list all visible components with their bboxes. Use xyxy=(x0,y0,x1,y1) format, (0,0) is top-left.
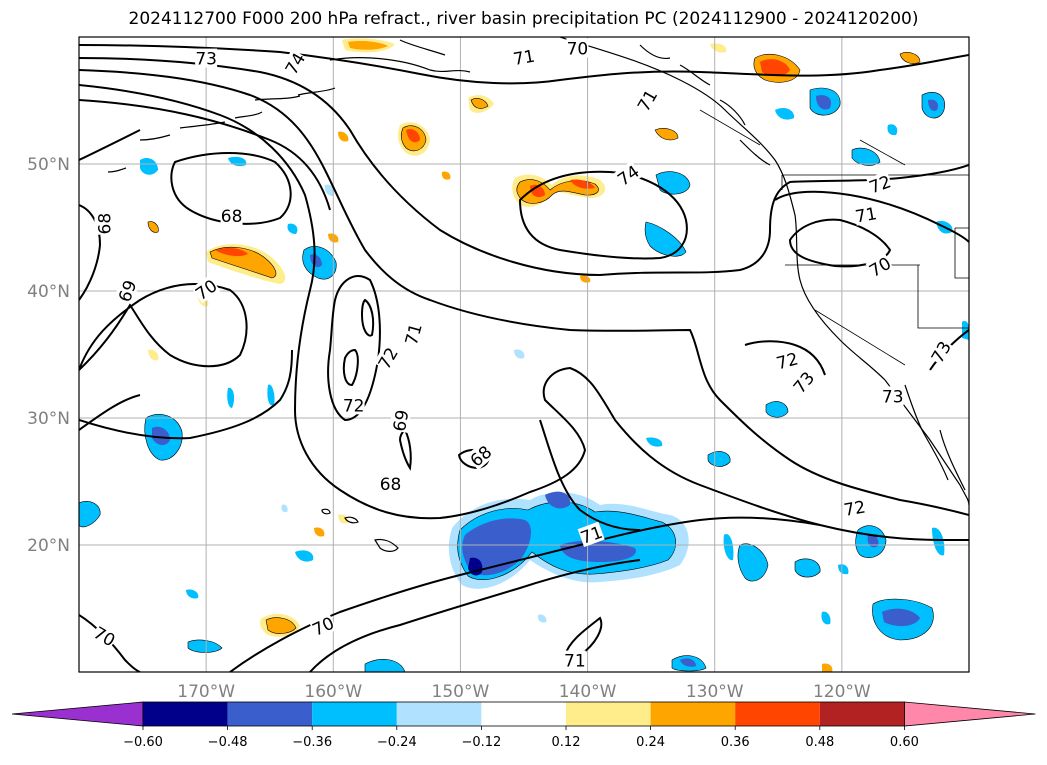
contour-label-text: 73 xyxy=(882,387,904,407)
colorbar-tick-label: 0.60 xyxy=(890,735,919,750)
colorbar-bin xyxy=(566,702,651,726)
precipitation-shading xyxy=(79,38,969,672)
contour-label: 70 xyxy=(865,252,895,282)
contour-label: 72 xyxy=(773,348,800,374)
contour-label: 71 xyxy=(563,650,586,672)
lon-tick-label: 160°W xyxy=(304,682,362,702)
contour-label-text: 70 xyxy=(192,276,221,305)
colorbar-tick-label: 0.36 xyxy=(721,735,750,750)
colorbar-bin xyxy=(819,702,905,726)
political-borders xyxy=(699,109,969,366)
colorbar-bin xyxy=(143,702,228,726)
negative-anomaly-patches xyxy=(79,87,969,672)
contour-label: 71 xyxy=(633,85,662,116)
contour-label-text: 71 xyxy=(512,47,537,70)
contour-label-text: 74 xyxy=(282,50,310,79)
contour-label-text: 73 xyxy=(790,368,819,397)
colorbar-bin xyxy=(227,702,313,726)
contour-label-text: 68 xyxy=(95,213,115,235)
colorbar-bin xyxy=(735,702,820,726)
lat-tick-label: 20°N xyxy=(27,536,70,556)
lon-tick-label: 170°W xyxy=(177,682,235,702)
coastlines xyxy=(107,37,969,552)
contour-label: 73 xyxy=(788,367,819,398)
colorbar-tick-label: 0.48 xyxy=(805,735,834,750)
contour-label: 68 xyxy=(94,212,115,235)
contour-label: 70 xyxy=(191,275,221,305)
contour-label-text: 72 xyxy=(343,396,365,416)
contour-label-text: 73 xyxy=(928,338,956,367)
contour-label-text: 71 xyxy=(634,87,662,116)
colorbar-tick-label: −0.36 xyxy=(292,735,332,750)
colorbar-bin xyxy=(481,702,566,726)
lon-tick-label: 140°W xyxy=(559,682,617,702)
colorbar: −0.60 −0.48 −0.36 −0.24 −0.12 0.12 0.24 0.36 0.4… xyxy=(11,701,1036,750)
lon-tick-label: 120°W xyxy=(813,682,871,702)
colorbar-tick-label: −0.48 xyxy=(208,735,248,750)
map-frame xyxy=(78,36,970,673)
contour-label-text: 70 xyxy=(866,254,895,282)
height-contours xyxy=(79,44,969,672)
colorbar-tick-label: 0.24 xyxy=(636,735,665,750)
contour-label-text: 74 xyxy=(614,162,643,191)
contour-label: 73 xyxy=(195,48,218,70)
contour-label: 69 xyxy=(388,407,413,433)
positive-anomaly-patches xyxy=(147,38,921,672)
contour-label-text: 71 xyxy=(854,204,879,227)
contour-label-text: 68 xyxy=(221,207,243,227)
contour-label-text: 71 xyxy=(402,321,427,347)
contour-label: 74 xyxy=(613,160,643,191)
map-title: 2024112700 F000 200 hPa refract., river … xyxy=(128,9,919,29)
contour-label: 71 xyxy=(511,45,537,70)
colorbar-tick-label: −0.60 xyxy=(123,735,163,750)
contour-label-text: 69 xyxy=(390,408,413,433)
lat-tick-label: 40°N xyxy=(27,282,70,302)
colorbar-min-extension xyxy=(11,701,144,727)
map-gridlines xyxy=(79,37,969,672)
contour-label-text: 72 xyxy=(842,497,867,520)
contour-label: 73 xyxy=(881,386,904,407)
contour-label: 70 xyxy=(566,38,589,59)
contour-label: 72 xyxy=(842,496,867,521)
colorbar-tick-label: −0.12 xyxy=(461,735,501,750)
contour-label: 73 xyxy=(926,337,956,367)
colorbar-bin xyxy=(396,702,482,726)
colorbar-bin xyxy=(312,702,397,726)
contour-label-text: 70 xyxy=(567,39,589,59)
contour-label-text: 71 xyxy=(564,652,586,672)
longitude-axis: 170°W 160°W 150°W 140°W 130°W 120°W xyxy=(177,682,871,702)
contour-label-text: 72 xyxy=(774,349,800,374)
contour-label: 71 xyxy=(400,320,427,347)
contour-label: 71 xyxy=(853,203,879,228)
contour-label: 72 xyxy=(373,343,403,373)
contour-label-text: 73 xyxy=(195,50,217,70)
lon-tick-label: 130°W xyxy=(686,682,744,702)
lon-tick-label: 150°W xyxy=(432,682,490,702)
colorbar-tick-label: −0.24 xyxy=(377,735,417,750)
colorbar-bin xyxy=(650,702,736,726)
contour-label-text: 72 xyxy=(867,172,894,198)
contour-label-text: 68 xyxy=(380,475,402,495)
colorbar-outline xyxy=(142,701,905,727)
latitude-axis: 50°N 40°N 30°N 20°N xyxy=(27,155,70,556)
lat-tick-label: 30°N xyxy=(27,409,70,429)
colorbar-max-extension xyxy=(904,701,1036,727)
contour-label: 68 xyxy=(379,474,402,495)
contour-label: 68 xyxy=(220,206,243,227)
contour-label: 72 xyxy=(342,395,365,416)
colorbar-tick-label: 0.12 xyxy=(552,735,581,750)
lat-tick-label: 50°N xyxy=(27,155,70,175)
